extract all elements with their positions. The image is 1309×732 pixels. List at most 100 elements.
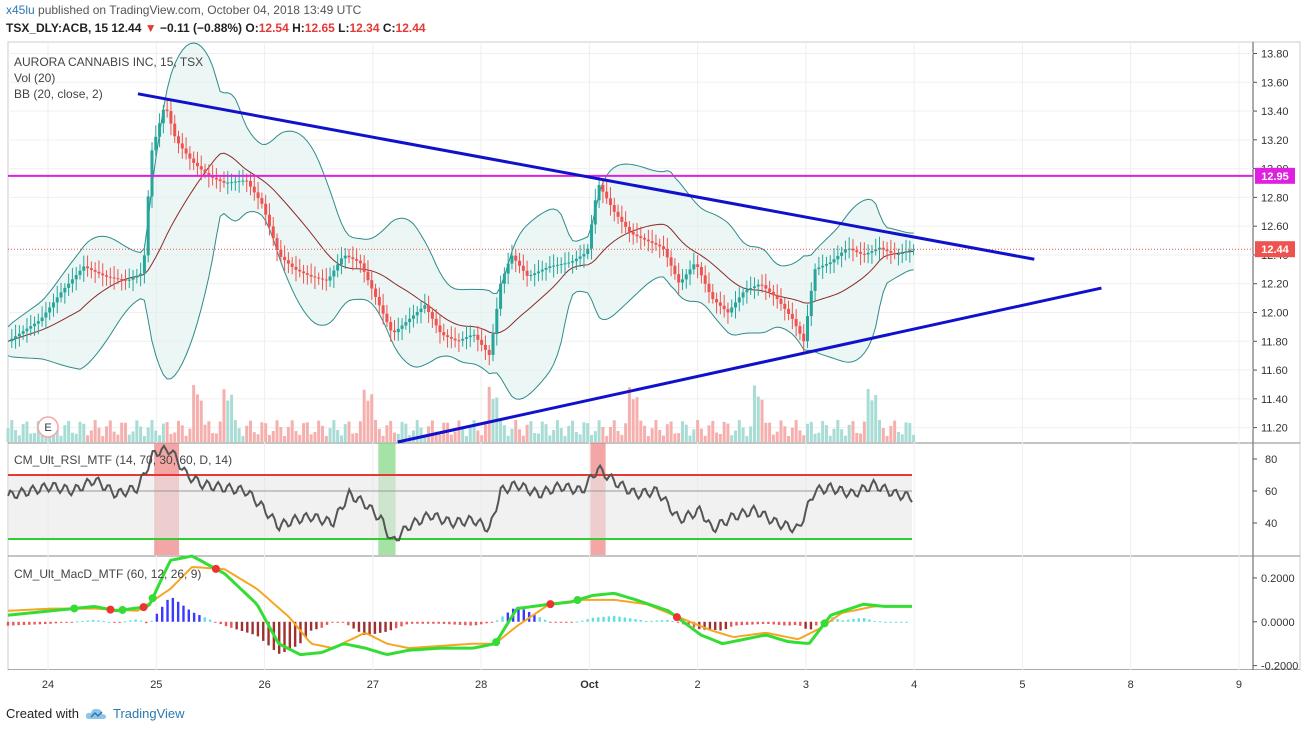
volume-bar (866, 389, 870, 442)
candle-body (313, 276, 317, 278)
candle-body (821, 265, 825, 268)
candle-body (555, 264, 559, 266)
macd-histogram-bar (442, 621, 446, 624)
macd-histogram-bar (900, 621, 903, 623)
lower-trendline (397, 286, 1102, 444)
candle-body (893, 252, 897, 255)
candle-body (752, 286, 756, 289)
volume-bar (10, 420, 14, 442)
macd-histogram-bar (352, 621, 355, 629)
macd-histogram-bar (251, 621, 254, 635)
candle-body (434, 318, 438, 326)
volume-bar (601, 426, 605, 442)
candle-body (794, 318, 798, 327)
macd-histogram-bar (804, 621, 807, 629)
candle-body (518, 260, 522, 266)
volume-bar (154, 430, 158, 442)
macd-cross-dot (672, 613, 681, 622)
macd-histogram-bar (538, 617, 541, 622)
macd-histogram-bar (416, 621, 419, 624)
volume-bar (711, 420, 715, 442)
macd-histogram-bar (389, 621, 393, 631)
volume-bar (457, 420, 461, 442)
volume-bar (650, 428, 654, 442)
macd-histogram-bar (262, 621, 265, 641)
tradingview-link[interactable]: TradingView (112, 706, 185, 721)
volume-bar (506, 435, 510, 442)
candle-body (404, 322, 408, 326)
volume-bar (267, 434, 271, 442)
volume-bar (146, 427, 150, 442)
volume-bar (112, 431, 116, 442)
volume-bar (859, 433, 863, 442)
macd-histogram-bar (70, 621, 74, 623)
candle-body (302, 271, 306, 274)
candle-body (188, 153, 192, 159)
volume-bar (400, 421, 404, 442)
candle-body (59, 292, 63, 298)
macd-histogram-bar (570, 621, 573, 623)
macd-histogram-bar (761, 621, 765, 624)
volume-bar (150, 420, 154, 442)
volume-bar (734, 430, 738, 442)
volume-bar (415, 420, 419, 442)
candle-body (790, 313, 794, 319)
candle-body (824, 264, 828, 266)
macd-histogram-bar (772, 621, 775, 625)
volume-bar (305, 422, 309, 442)
candle-body (332, 270, 336, 277)
volume-bar (555, 420, 559, 442)
volume-bar (430, 420, 434, 442)
candle-body (510, 255, 514, 264)
candle-body (859, 252, 863, 254)
candle-body (529, 275, 533, 277)
candle-body (544, 267, 548, 270)
candle-body (571, 261, 575, 263)
candle-body (67, 283, 71, 288)
candle-body (70, 279, 74, 284)
candle-body (320, 278, 324, 280)
volume-bar (366, 400, 370, 442)
macd-cross-dot (492, 638, 501, 647)
macd-histogram-bar (644, 620, 648, 622)
candle-body (55, 297, 59, 303)
macd-histogram-bar (166, 599, 169, 622)
candle-body (48, 307, 52, 313)
volume-bar (377, 428, 381, 442)
macd-histogram-bar (676, 621, 680, 623)
macd-cross-dot (820, 619, 829, 628)
candle-body (643, 237, 647, 240)
macd-histogram-bar (17, 621, 20, 626)
volume-bar (673, 433, 677, 442)
volume-bar (184, 435, 188, 442)
candle-body (192, 158, 196, 163)
candle-body (392, 330, 396, 333)
macd-histogram-bar (6, 621, 10, 626)
macd-histogram-bar (894, 621, 898, 623)
candle-body (218, 179, 222, 182)
author-link[interactable]: x45lu (6, 3, 35, 17)
macd-histogram-bar (379, 621, 382, 633)
candle-body (586, 248, 590, 255)
volume-bar (233, 420, 237, 442)
volume-bar (105, 426, 109, 442)
candle-body (491, 334, 495, 355)
macd-histogram-bar (203, 617, 206, 622)
resistance-price-label: 12.95 (1261, 171, 1289, 183)
candle-body (199, 166, 203, 170)
volume-bar (173, 432, 177, 442)
candle-body (635, 234, 639, 237)
volume-bar (529, 421, 533, 442)
volume-bar (635, 397, 639, 442)
candle-body (131, 277, 135, 280)
volume-bar (362, 389, 366, 442)
candle-body (764, 285, 768, 289)
volume-bar (120, 422, 124, 442)
candle-body (662, 246, 666, 249)
candle-body (813, 269, 817, 291)
macd-histogram-bar (655, 620, 658, 622)
volume-bar (878, 420, 881, 442)
volume-bar (461, 426, 465, 442)
candle-body (283, 256, 287, 261)
